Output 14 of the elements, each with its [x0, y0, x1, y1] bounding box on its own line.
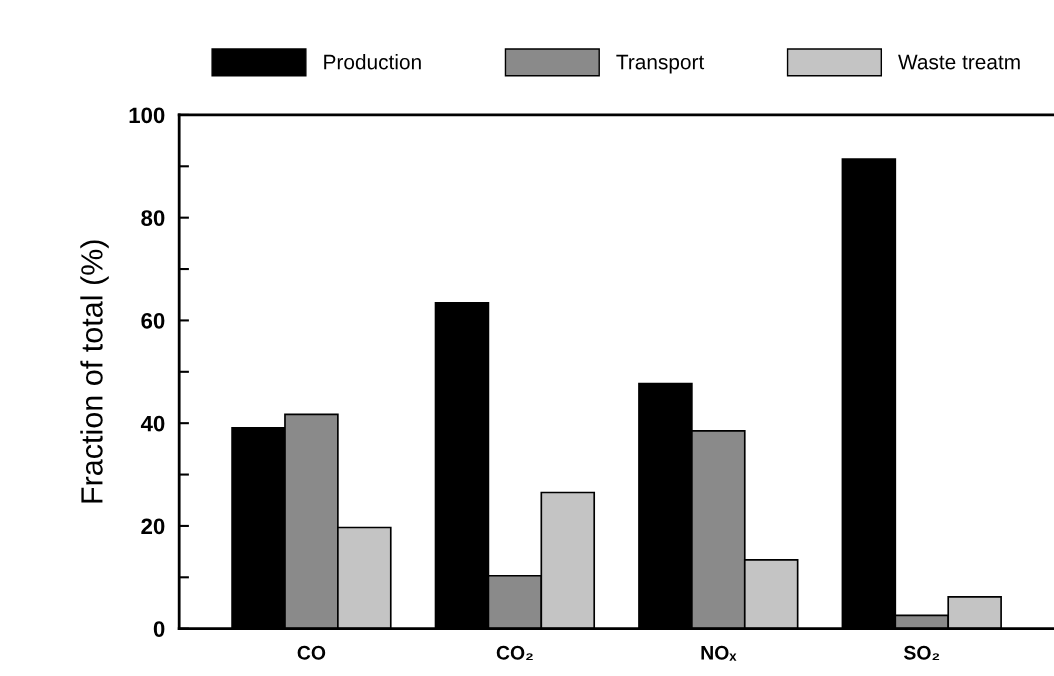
legend-label: Transport [616, 54, 705, 74]
x-tick-label: NOₓ [701, 645, 737, 661]
y-tick-label: 100 [129, 107, 165, 124]
x-tick-label: CO [297, 645, 326, 660]
y-tick-label: 20 [141, 518, 165, 535]
y-tick-label: 60 [141, 312, 165, 329]
y-tick-label: 0 [153, 621, 165, 637]
legend-label: Production [324, 54, 421, 70]
y-tick-label: 80 [141, 210, 165, 226]
x-tick-label: CO₂ [496, 645, 533, 661]
y-axis-title: Fraction of total (%) [80, 240, 109, 503]
legend-label: Waste treatm [898, 54, 1020, 70]
x-tick-label: SO₂ [903, 645, 940, 661]
y-tick-label: 40 [140, 415, 165, 432]
